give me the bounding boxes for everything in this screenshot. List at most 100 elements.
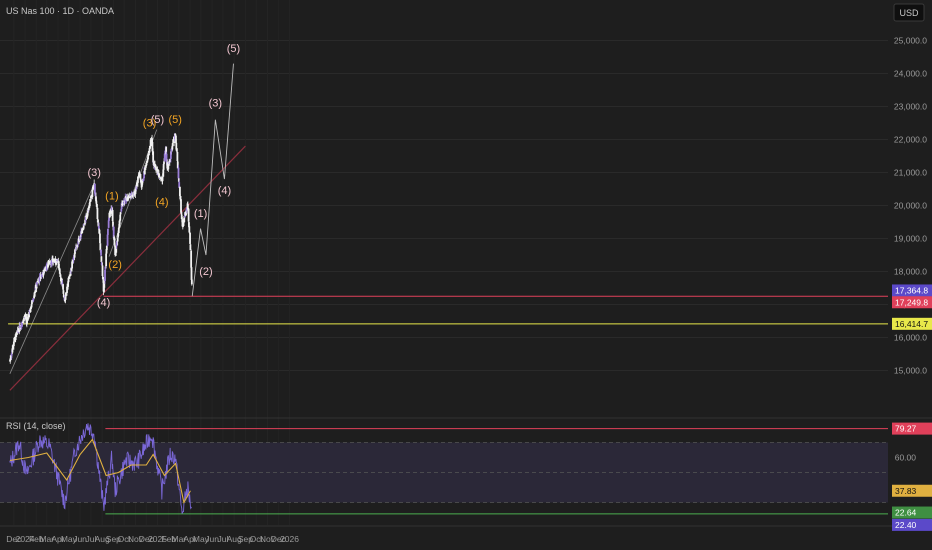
candle-body — [174, 133, 177, 136]
candle-body — [111, 209, 113, 211]
candle-body — [29, 307, 32, 309]
price-tick-label: 20,000.0 — [894, 201, 927, 211]
wave-label: (3) — [143, 117, 156, 129]
time-tick-label: Feb — [29, 534, 44, 544]
candle-body — [189, 244, 192, 251]
candle-body — [155, 168, 158, 170]
time-tick-label: Jun — [205, 534, 219, 544]
candle-body — [36, 281, 38, 285]
time-tick-label: Feb — [161, 534, 176, 544]
candle-body — [110, 208, 113, 214]
time-tick-label: Jun — [73, 534, 87, 544]
price-tag-yellow-box — [892, 317, 932, 330]
rsi-title: RSI (14, close) — [6, 421, 66, 431]
time-tick-label: Jul — [218, 534, 229, 544]
candle-body — [88, 205, 91, 208]
candle-body — [50, 260, 53, 265]
candle-body — [190, 250, 193, 268]
rsi-line — [9, 423, 192, 514]
candle-body — [166, 169, 169, 171]
candle-body — [40, 276, 42, 279]
candle-body — [185, 213, 187, 215]
candle-body — [137, 176, 139, 183]
candle-body — [183, 217, 186, 223]
time-tick-label: 2024 — [16, 534, 35, 544]
candle-body — [82, 224, 85, 229]
time-tick-label: Dec — [6, 534, 22, 544]
candle-body — [22, 321, 25, 323]
price-tags: 17,364.8 17,249.8 16,414.7 79.27 37.83 22.64 2… — [892, 284, 932, 531]
candle-body — [108, 217, 110, 221]
price-tag-yellow: 16,414.7 — [895, 319, 928, 329]
rsi-tag-ma: 37.83 — [895, 486, 917, 496]
candle-body — [115, 246, 118, 253]
candle-body — [62, 290, 65, 294]
time-tick-label: Aug — [95, 534, 110, 544]
time-tick-label: May — [193, 534, 210, 544]
candle-body — [96, 207, 99, 220]
candle-body — [83, 224, 85, 226]
candle-body — [118, 220, 121, 228]
candle-body — [69, 275, 71, 277]
candle-body — [133, 193, 136, 195]
candle-body — [165, 146, 168, 155]
candle-body — [34, 290, 37, 293]
candle-body — [91, 189, 94, 197]
candle-body — [158, 173, 160, 178]
candle-body — [56, 259, 59, 262]
time-tick-label: 2026 — [280, 534, 299, 544]
candle-body — [116, 240, 118, 244]
candle-body — [25, 320, 28, 325]
candle-body — [100, 262, 103, 265]
candle-body — [95, 203, 98, 207]
candle-body — [30, 304, 33, 308]
rsi-tag-ma-box — [892, 484, 932, 497]
currency-button[interactable] — [893, 3, 925, 22]
time-axis: Dec2024FebMarAprMayJunJulAugSepOctNovDec… — [0, 525, 932, 544]
candle-body — [120, 208, 123, 212]
candle-body — [15, 332, 18, 334]
price-tick-label: 22,000.0 — [894, 135, 927, 145]
candle-body — [185, 207, 188, 211]
price-tag-support: 17,249.8 — [895, 297, 928, 307]
candle-body — [186, 204, 189, 210]
wave-label: (3) — [209, 98, 222, 110]
rsi-tag-lower-box — [892, 506, 932, 519]
wave-label: (4) — [97, 297, 110, 309]
candle-body — [162, 164, 165, 170]
candle-body — [58, 269, 61, 274]
time-tick-label: Aug — [227, 534, 242, 544]
candle-body — [92, 184, 95, 188]
candle-body — [170, 148, 173, 152]
candle-body — [93, 183, 96, 194]
candle-body — [107, 220, 110, 228]
candle-body — [27, 317, 30, 319]
candle-body — [33, 293, 36, 296]
candle-body — [79, 236, 81, 240]
candle-body — [77, 240, 80, 245]
price-tick-label: 15,000.0 — [894, 366, 927, 376]
currency-label: USD — [899, 8, 919, 18]
candle-body — [14, 334, 17, 341]
time-tick-label: Oct — [118, 534, 132, 544]
rsi-tag-upper: 79.27 — [895, 424, 917, 434]
candle-body — [179, 196, 182, 200]
candle-body — [112, 221, 114, 227]
candle-body — [175, 149, 178, 152]
price-tag-current: 17,364.8 — [895, 285, 928, 295]
candle-body — [89, 199, 92, 202]
candle-body — [188, 226, 191, 233]
time-tick-label: Nov — [260, 534, 276, 544]
candle-body — [88, 201, 91, 207]
candle-body — [169, 159, 172, 161]
candle-body — [65, 292, 67, 297]
time-tick-label: Oct — [250, 534, 264, 544]
candle-body — [143, 171, 146, 179]
candle-body — [147, 153, 150, 157]
candle-body — [74, 249, 76, 254]
candle-body — [70, 268, 73, 271]
candle-body — [161, 176, 164, 182]
candle-body — [147, 155, 149, 160]
candle-body — [107, 228, 109, 235]
candle-body — [42, 269, 45, 276]
